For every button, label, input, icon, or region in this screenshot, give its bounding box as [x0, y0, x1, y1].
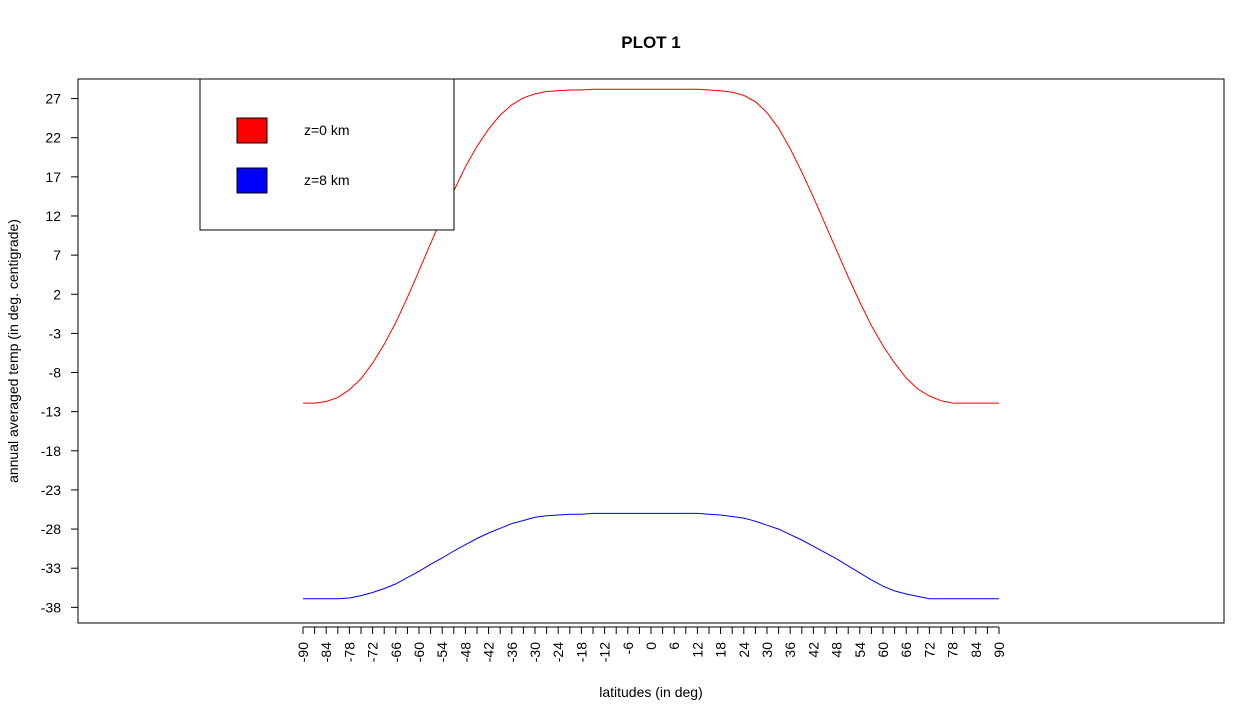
y-tick-label: 17: [45, 169, 61, 185]
x-tick-label: -6: [620, 642, 636, 655]
x-tick-label: 54: [852, 642, 868, 658]
series-line-2: [303, 512, 999, 600]
x-tick-label: 90: [991, 642, 1007, 658]
y-tick-label: -18: [41, 443, 61, 459]
x-tick-label: 42: [805, 642, 821, 658]
y-tick-label: -23: [41, 482, 61, 498]
series-line-1: [303, 88, 999, 404]
y-tick-label: -13: [41, 404, 61, 420]
x-tick-label: 84: [968, 642, 984, 658]
x-tick-label: 18: [713, 642, 729, 658]
x-axis: -90 -84 -78 -72 -66 -60 -54 -48 -42 -36 -30 -24 -18-…: [295, 626, 1007, 662]
x-axis-label: latitudes (in deg): [599, 684, 703, 700]
legend: z=0 km z=8 km: [199, 78, 455, 231]
x-tick-label: 60: [875, 642, 891, 658]
x-tick-label: 48: [829, 642, 845, 658]
y-tick-label: -28: [41, 521, 61, 537]
y-tick-label: 12: [45, 208, 61, 224]
x-tick-label: 24: [736, 642, 752, 658]
x-tick-label: 0: [643, 642, 659, 650]
x-tick-label: -36: [504, 642, 520, 662]
x-tick-label: -78: [341, 642, 357, 662]
x-tick-label: -66: [388, 642, 404, 662]
x-tick-label: -30: [527, 642, 543, 662]
x-tick-label: -60: [411, 642, 427, 662]
x-tick-label: 78: [945, 642, 961, 658]
legend-label: z=0 km: [304, 122, 350, 138]
x-tick-label: -72: [365, 642, 381, 662]
x-tick-label: 30: [759, 642, 775, 658]
chart-title: PLOT 1: [621, 33, 681, 52]
y-tick-label: -3: [49, 325, 62, 341]
x-tick-label: -48: [457, 642, 473, 662]
y-tick-label: -33: [41, 560, 61, 576]
x-tick-label: 6: [666, 642, 682, 650]
plot-frame: [77, 78, 1225, 624]
y-tick-label: 2: [53, 286, 61, 302]
legend-box: [199, 78, 455, 231]
y-axis-label: annual averaged temp (in deg. centigrade…: [5, 219, 21, 483]
x-tick-label: 12: [689, 642, 705, 658]
y-tick-label: 7: [53, 247, 61, 263]
x-tick-label: -18: [573, 642, 589, 662]
x-tick-label: -24: [550, 642, 566, 662]
y-tick-label: 27: [45, 91, 61, 107]
x-tick-label: -90: [295, 642, 311, 662]
x-tick-label: 36: [782, 642, 798, 658]
y-tick-label: 22: [45, 130, 61, 146]
y-tick-label: -38: [41, 599, 61, 615]
x-tick-label: -84: [318, 642, 334, 662]
legend-swatch: [236, 167, 268, 194]
x-tick-label: 72: [921, 642, 937, 658]
x-tick-label: -54: [434, 642, 450, 662]
x-tick-label: -12: [597, 642, 613, 662]
y-tick-label: -8: [49, 365, 62, 381]
legend-swatch: [236, 117, 268, 144]
legend-label: z=8 km: [304, 172, 350, 188]
x-tick-label: -42: [481, 642, 497, 662]
series-layer: [303, 88, 999, 600]
x-tick-label: 66: [898, 642, 914, 658]
